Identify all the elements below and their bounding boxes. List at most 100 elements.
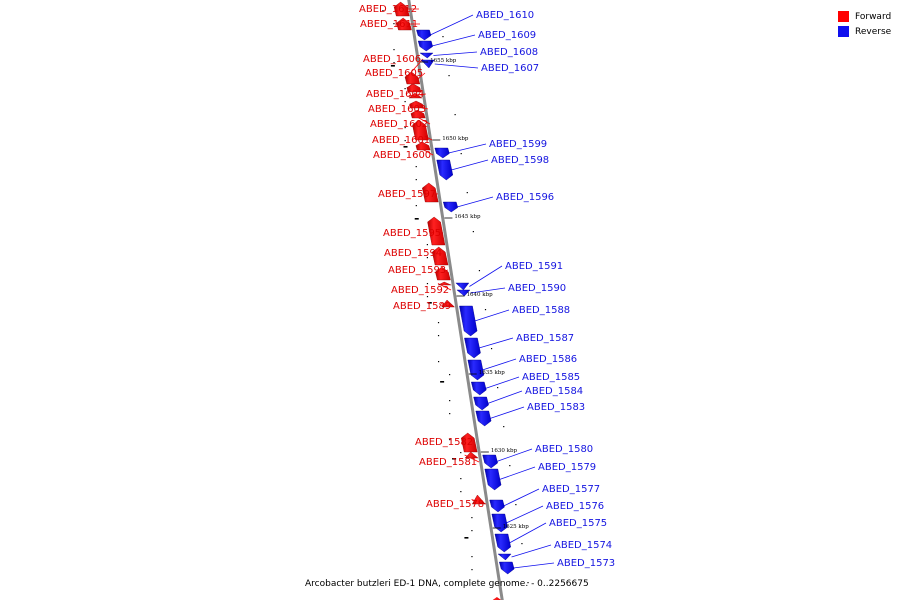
strand-dot <box>449 439 451 441</box>
gene-arrow-abed-1584 <box>473 396 489 411</box>
gene-arrow-abed-1606 <box>404 71 421 85</box>
label-leader <box>478 337 514 349</box>
strand-dot <box>454 114 456 116</box>
strand-dash <box>403 146 408 148</box>
label-leader <box>431 34 476 47</box>
gene-label-abed-1602: ABED_1602 <box>370 119 428 130</box>
gene-label-abed-1609: ABED_1609 <box>478 30 536 41</box>
label-leader <box>448 143 487 154</box>
forward-swatch <box>838 11 849 22</box>
gene-arrow-abed-1599 <box>434 147 450 159</box>
gene-label-abed-1573: ABED_1573 <box>557 558 615 569</box>
gene-label-abed-1582: ABED_1582 <box>415 437 473 448</box>
strand-dot <box>521 543 523 545</box>
strand-dot <box>460 452 462 454</box>
legend-reverse-label: Reverse <box>855 26 892 37</box>
gene-label-abed-1596: ABED_1596 <box>496 192 554 203</box>
gene-arrow-abed-1573 <box>499 561 515 575</box>
strand-dot <box>404 101 406 103</box>
gene-arrow-abed-1593 <box>435 266 451 281</box>
strand-dot <box>426 296 429 298</box>
gene-label-abed-1590: ABED_1590 <box>508 283 566 294</box>
gene-arrow-abed-1608 <box>419 52 434 59</box>
label-leader <box>434 63 479 69</box>
genome-axis-line <box>407 0 504 600</box>
gene-label-abed-1581: ABED_1581 <box>419 457 477 468</box>
strand-dot <box>515 504 517 506</box>
kbp-tick-label: 1640 kbp <box>467 292 494 298</box>
strand-dot <box>415 205 417 207</box>
strand-dash <box>427 302 432 304</box>
gene-arrow-abed-1590 <box>456 289 471 297</box>
gene-label-abed-1589: ABED_1589 <box>393 301 451 312</box>
strand-dot <box>393 23 395 25</box>
gene-label-abed-1601: ABED_1601 <box>372 135 430 146</box>
gene-label-abed-1612: ABED_1612 <box>359 4 417 15</box>
gene-label-abed-1606: ABED_1606 <box>363 54 421 65</box>
label-leader <box>485 376 520 389</box>
gene-arrow-abed-1596 <box>442 201 459 213</box>
strand-dot <box>438 361 440 363</box>
gene-arrow-abed-1585 <box>471 381 487 396</box>
strand-dot <box>442 36 444 38</box>
strand-dot <box>449 413 451 415</box>
gene-label-abed-1574: ABED_1574 <box>554 540 612 551</box>
kbp-tick-label: 1645 kbp <box>454 214 481 220</box>
label-leader <box>451 159 489 171</box>
strand-dot <box>484 309 487 311</box>
gene-arrow-abed-1583 <box>475 410 492 427</box>
legend-reverse: Reverse <box>838 24 891 39</box>
reverse-swatch <box>838 26 849 37</box>
gene-label-abed-1577: ABED_1577 <box>542 484 600 495</box>
gene-arrow-abed-1612 <box>393 1 410 17</box>
strand-dot <box>471 569 473 571</box>
label-leader <box>474 309 510 322</box>
gene-arrow-abed-1576 <box>491 513 508 533</box>
label-leader <box>496 448 533 462</box>
gene-label-abed-1580: ABED_1580 <box>535 444 593 455</box>
gene-arrow-abed-1577 <box>489 499 505 513</box>
gene-label-abed-1579: ABED_1579 <box>538 462 596 473</box>
gene-label-abed-1603: ABED_1603 <box>368 104 426 115</box>
gene-label-abed-1595: ABED_1595 <box>383 228 441 239</box>
gene-arrow-abed-1582 <box>460 432 478 453</box>
gene-label-abed-1576: ABED_1576 <box>546 501 604 512</box>
gene-arrow-abed-1595 <box>427 216 446 246</box>
gene-label-abed-1588: ABED_1588 <box>512 305 570 316</box>
gene-arrow-abed-1610 <box>416 29 432 41</box>
gene-label-abed-1607: ABED_1607 <box>481 63 539 74</box>
kbp-tick-label: 1635 kbp <box>479 370 506 376</box>
strand-dot <box>527 582 529 584</box>
gene-label-abed-1597: ABED_1597 <box>378 189 436 200</box>
gene-arrow-abed-1600 <box>415 141 431 151</box>
strand-dot <box>490 348 493 350</box>
gene-label-abed-1600: ABED_1600 <box>373 150 431 161</box>
strand-dot <box>497 387 499 389</box>
strand-dash <box>414 218 419 220</box>
strand-dash <box>440 381 445 383</box>
kbp-tick-label: 1650 kbp <box>442 136 469 142</box>
gene-arrow-abed-1598 <box>436 159 454 181</box>
strand-dot <box>404 88 406 90</box>
strand-dot <box>471 517 473 519</box>
gene-label-abed-1608: ABED_1608 <box>480 47 538 58</box>
strand-dot <box>478 270 481 272</box>
label-leader <box>513 562 555 569</box>
strand-dash <box>390 65 395 67</box>
gene-label-abed-1578: ABED_1578 <box>426 499 484 510</box>
gene-arrow-abed-1574 <box>497 553 512 561</box>
legend-forward: Forward <box>838 9 891 24</box>
strand-dot <box>437 322 440 324</box>
gene-arrow-abed-1594 <box>432 246 449 266</box>
gene-arrow-abed-1609 <box>417 40 433 52</box>
strand-dot <box>449 374 451 376</box>
strand-dot <box>426 283 429 285</box>
gene-arrow-abed-1603 <box>409 100 424 109</box>
legend-forward-label: Forward <box>855 11 892 22</box>
gene-arrow-abed-1581 <box>464 451 479 459</box>
gene-arrow-abed-1611 <box>396 17 412 31</box>
strand-dot <box>460 491 462 493</box>
strand-dot <box>449 400 451 402</box>
strand-dot <box>460 478 462 480</box>
